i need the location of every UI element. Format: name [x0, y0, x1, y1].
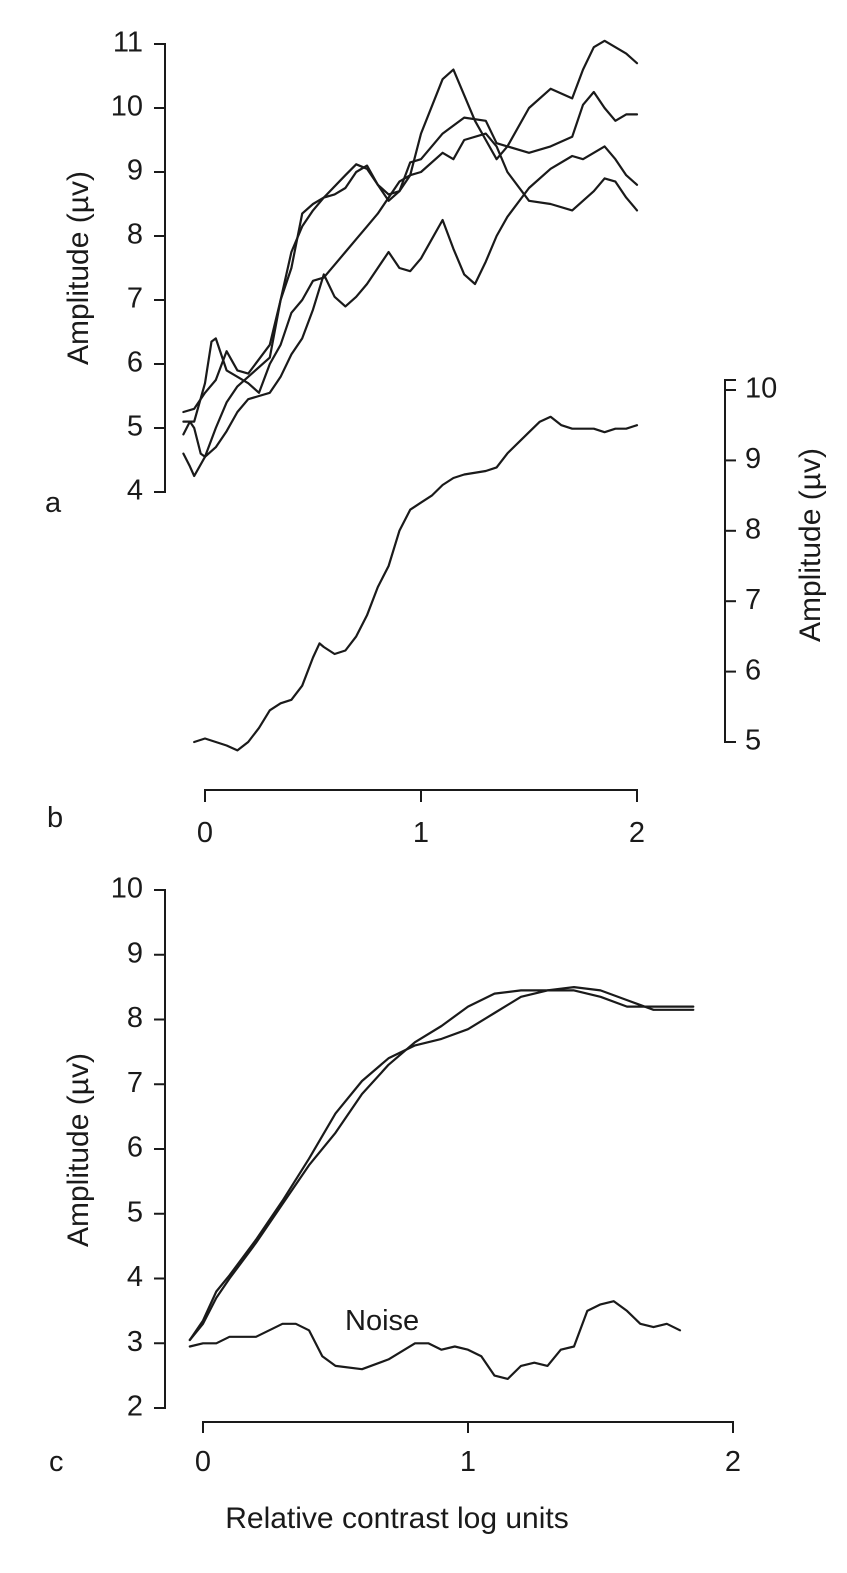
- panel-c-y-tick-label-0: 2: [127, 1391, 143, 1423]
- panel-c-y-tick-label-1: 3: [127, 1326, 143, 1358]
- panel-c-y-tick-label-5: 7: [127, 1067, 143, 1099]
- panel-b-x-tick-label-2: 2: [629, 817, 645, 849]
- panel-b-series-1: [193, 415, 639, 752]
- panel-b-y-tick-label-1: 6: [745, 654, 761, 686]
- noise-annotation: Noise: [345, 1305, 419, 1337]
- panel-a-series-1: [182, 39, 639, 414]
- panel-c-series-2: [188, 989, 695, 1342]
- panel-c-series-1: [188, 986, 695, 1342]
- panel-a-y-tick-label-0: 4: [127, 475, 143, 507]
- panel-a-y-axis: [154, 43, 166, 493]
- panel-b-y-tick-label-0: 5: [745, 725, 761, 757]
- panel-c-y-tick-label-4: 6: [127, 1132, 143, 1164]
- panel-c-label: c: [49, 1446, 64, 1478]
- panel-c-y-tick-label-7: 9: [127, 937, 143, 969]
- panel-c-y-tick-label-8: 10: [111, 873, 143, 905]
- panel-b-y-tick-label-2: 7: [745, 584, 761, 616]
- panel-c-x-tick-label-0: 0: [195, 1446, 211, 1478]
- panel-a-y-axis-label: Amplitude (µv): [62, 171, 95, 365]
- panel-b-label: b: [47, 802, 63, 834]
- panel-a-y-tick-label-1: 5: [127, 411, 143, 443]
- panel-a-y-tick-label-5: 9: [127, 155, 143, 187]
- panel-a-y-tick-label-7: 11: [113, 27, 143, 59]
- panel-a-y-tick-label-6: 10: [111, 91, 143, 123]
- panel-a-label: a: [45, 487, 62, 519]
- panel-c-y-axis-label: Amplitude (µv): [62, 1053, 95, 1247]
- panel-b-y-tick-label-5: 10: [745, 373, 777, 405]
- panel-c-y-tick-label-3: 5: [127, 1196, 143, 1228]
- panel-a-series-3: [182, 132, 639, 423]
- panel-b-chart: 5 6 7 8 9 10 Amplitude (µv) 0 1 2 b: [47, 373, 827, 849]
- panel-c-x-tick-label-2: 2: [725, 1446, 741, 1478]
- panel-b-y-tick-label-3: 8: [745, 513, 761, 545]
- panel-c-x-tick-label-1: 1: [460, 1446, 476, 1478]
- panel-b-y-axis-label: Amplitude (µv): [794, 448, 827, 642]
- panel-a-series-4: [182, 145, 639, 478]
- panel-b-y-tick-label-4: 9: [745, 443, 761, 475]
- panel-c-series-noise: [188, 1300, 682, 1380]
- panel-a-series-2: [182, 90, 639, 458]
- panel-b-x-tick-label-1: 1: [413, 817, 429, 849]
- panel-a-y-tick-label-2: 6: [127, 347, 143, 379]
- panel-c-chart: 2 3 4 5 6 7 8 9 10 Amplitude (µv) 0 1 2 Noise Rela…: [49, 873, 741, 1535]
- panel-c-x-axis-label: Relative contrast log units: [225, 1502, 569, 1535]
- panel-a-y-tick-label-4: 8: [127, 219, 143, 251]
- panel-c-y-tick-label-2: 4: [127, 1261, 143, 1293]
- panel-b-y-axis: [724, 379, 736, 743]
- panel-c-y-tick-label-6: 8: [127, 1002, 143, 1034]
- panel-a-y-tick-label-3: 7: [127, 283, 143, 315]
- panel-b-x-tick-label-0: 0: [197, 817, 213, 849]
- panel-a-chart: 4 5 6 7 8 9 10 11 Amplitude (µv) a: [45, 27, 639, 519]
